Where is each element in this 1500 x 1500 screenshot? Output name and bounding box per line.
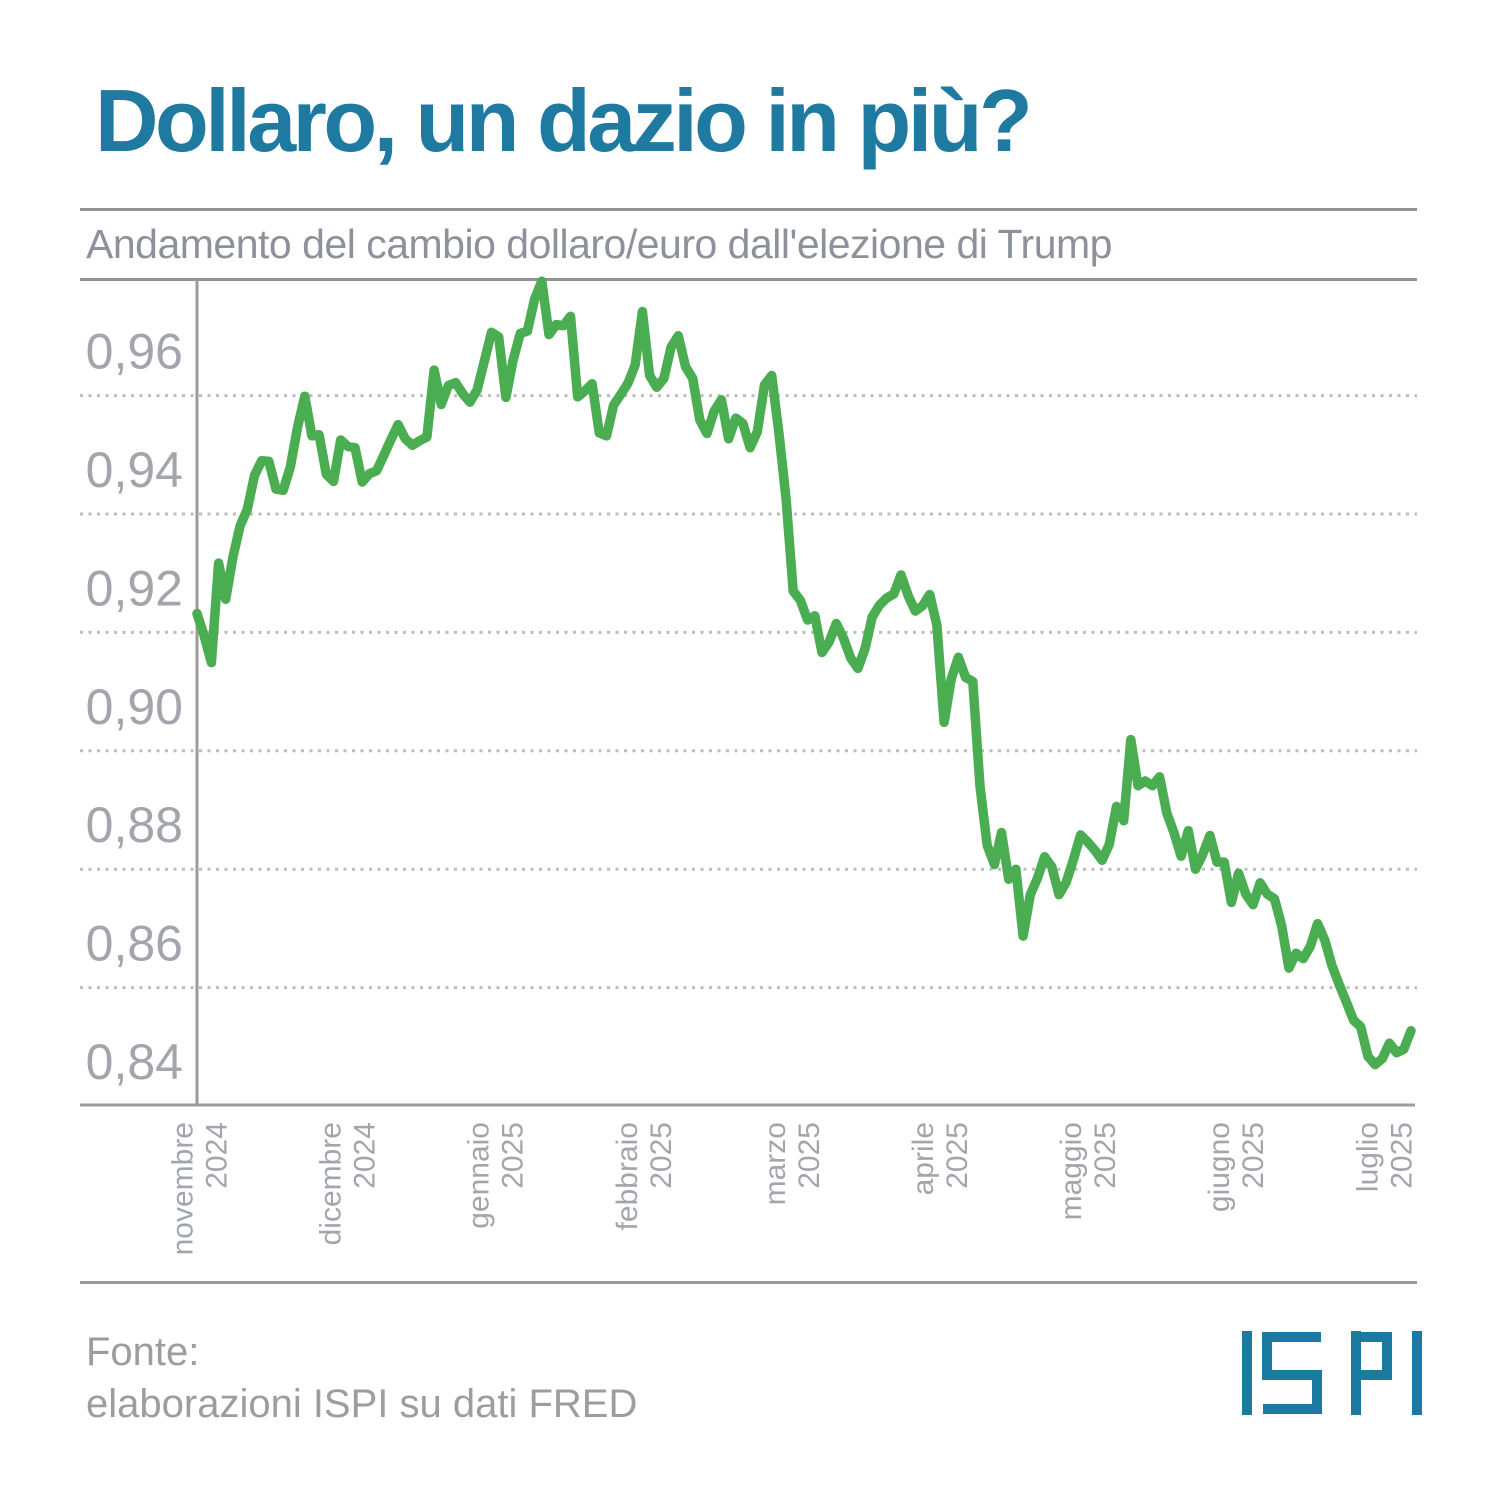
x-axis-month-label: dicembre — [315, 1122, 348, 1245]
y-axis-label: 0,86 — [86, 916, 183, 972]
source-block: Fonte: elaborazioni ISPI su dati FRED — [86, 1326, 637, 1430]
x-axis-month-label: marzo — [759, 1122, 792, 1205]
y-axis-label: 0,92 — [86, 560, 183, 616]
x-axis-year-label: 2025 — [1237, 1122, 1270, 1189]
y-axis-labels-group: 0,96 0,94 0,92 0,90 0,88 0,86 0,84 — [86, 324, 183, 1090]
y-axis-label: 0,94 — [86, 442, 183, 498]
x-axis-year-label: 2025 — [793, 1122, 826, 1189]
x-axis-month-label: luglio — [1351, 1122, 1384, 1192]
source-detail: elaborazioni ISPI su dati FRED — [86, 1382, 638, 1426]
x-axis-year-label: 2025 — [497, 1122, 530, 1189]
footer-separator-line — [80, 1281, 1417, 1284]
x-axis-month-label: aprile — [907, 1122, 940, 1195]
x-axis-month-label: giugno — [1203, 1122, 1236, 1212]
exchange-rate-line — [192, 276, 1416, 1070]
ispi-logo — [1242, 1331, 1422, 1415]
y-axis-label: 0,96 — [86, 324, 183, 380]
y-axis-label: 0,84 — [86, 1034, 183, 1090]
logo-letter-s — [1262, 1332, 1322, 1414]
x-axis-year-label: 2025 — [645, 1122, 678, 1189]
x-axis-month-label: novembre — [167, 1122, 200, 1255]
logo-letter-p-bowl — [1356, 1332, 1392, 1380]
y-axis-label: 0,88 — [86, 797, 183, 853]
x-axis-month-label: maggio — [1055, 1122, 1088, 1220]
x-axis-year-label: 2025 — [1385, 1122, 1418, 1189]
plot-top-border-line — [80, 278, 1417, 281]
y-axis-label: 0,90 — [86, 679, 183, 735]
chart-subtitle: Andamento del cambio dollaro/euro dall'e… — [86, 221, 1112, 267]
x-axis-year-label: 2025 — [941, 1122, 974, 1189]
x-axis-year-label: 2024 — [349, 1122, 382, 1189]
x-axis-labels-group: novembre 2024 dicembre 2024 gennaio 2025 febbr… — [167, 1122, 1419, 1255]
page-title: Dollaro, un dazio in più? — [95, 71, 1033, 170]
source-label: Fonte: — [86, 1330, 200, 1374]
x-axis-month-label: gennaio — [463, 1122, 496, 1229]
title-separator-line — [80, 208, 1417, 211]
x-axis-year-label: 2024 — [201, 1122, 234, 1189]
x-axis-year-label: 2025 — [1089, 1122, 1122, 1189]
x-axis-month-label: febbraio — [611, 1122, 644, 1230]
